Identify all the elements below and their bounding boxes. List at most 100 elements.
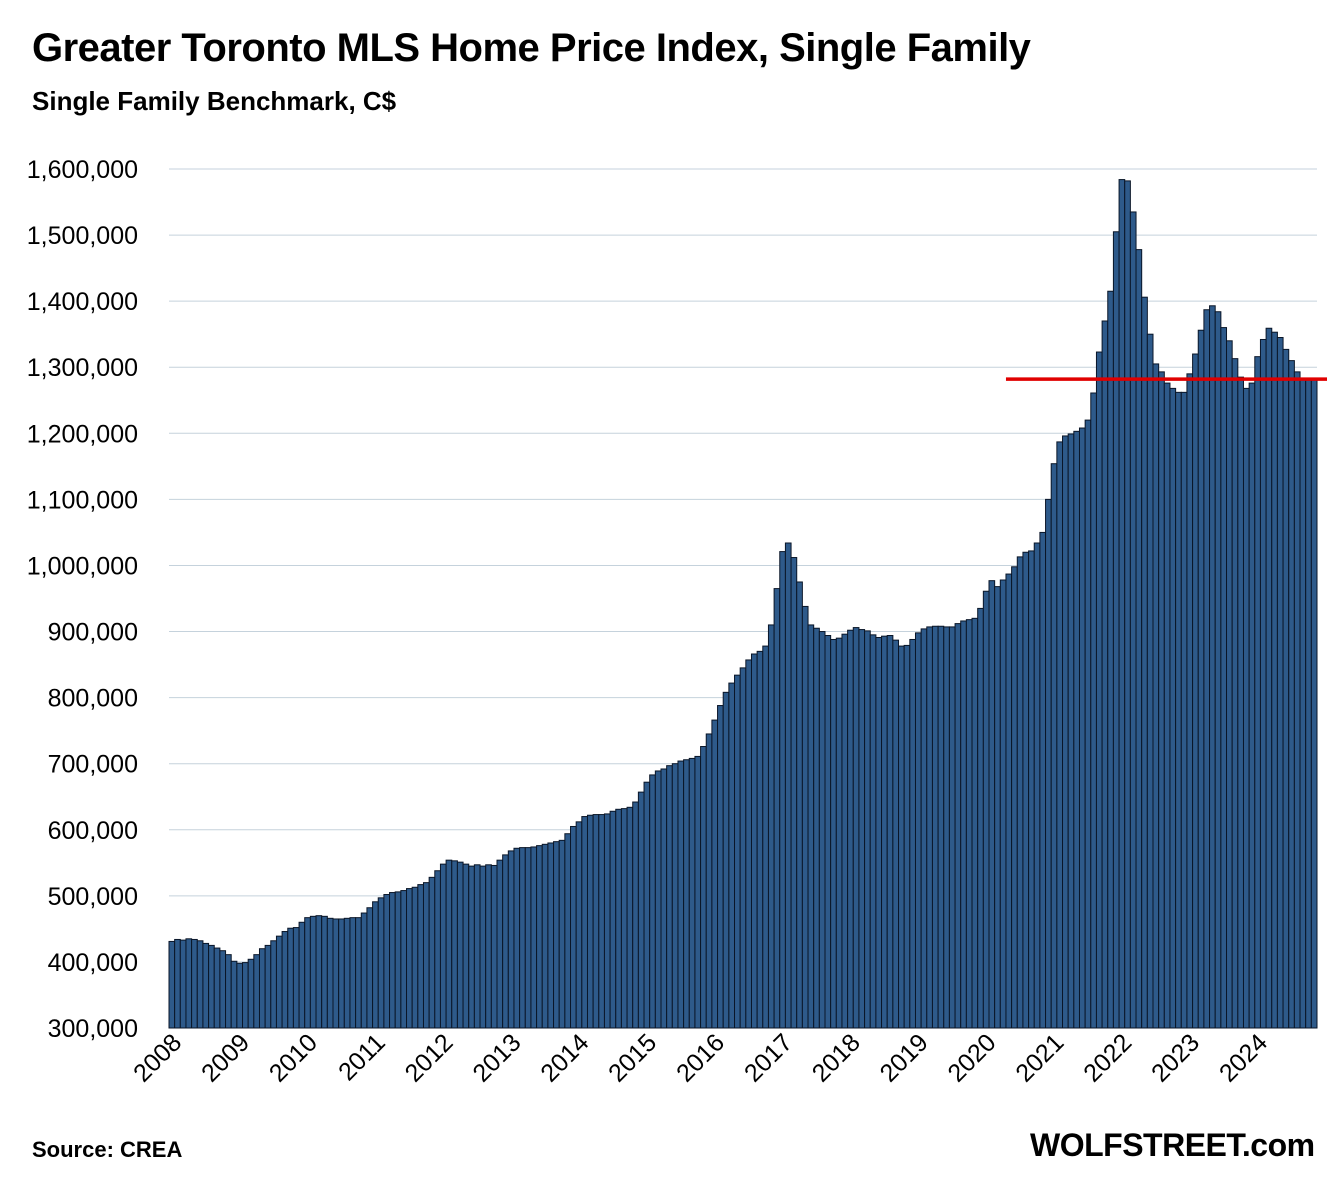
bar bbox=[507, 850, 515, 1029]
bar bbox=[677, 760, 685, 1029]
bar bbox=[292, 927, 300, 1029]
bar bbox=[179, 939, 187, 1029]
bar bbox=[225, 954, 232, 1029]
bar bbox=[570, 825, 577, 1029]
bar bbox=[688, 757, 696, 1029]
bar bbox=[1169, 387, 1177, 1029]
chart-subtitle: Single Family Benchmark, C$ bbox=[32, 86, 397, 116]
bar bbox=[417, 884, 424, 1029]
bars bbox=[168, 179, 1318, 1029]
bar bbox=[762, 645, 769, 1029]
bar bbox=[1197, 329, 1205, 1029]
x-tick-label: 2021 bbox=[1010, 1028, 1069, 1087]
bar bbox=[372, 901, 379, 1029]
y-tick-label: 1,500,000 bbox=[27, 222, 138, 250]
bar bbox=[1192, 353, 1199, 1029]
bar bbox=[1067, 433, 1075, 1029]
bar bbox=[536, 845, 543, 1029]
bar bbox=[813, 627, 820, 1029]
bar bbox=[858, 629, 866, 1029]
bar bbox=[360, 912, 368, 1029]
bar bbox=[1022, 551, 1030, 1029]
bar bbox=[926, 626, 933, 1029]
bar bbox=[473, 864, 481, 1029]
bar bbox=[1175, 391, 1182, 1029]
bar bbox=[315, 915, 323, 1029]
bar bbox=[383, 894, 391, 1029]
bar bbox=[1282, 348, 1290, 1029]
bar bbox=[1248, 382, 1256, 1029]
bar bbox=[1203, 309, 1211, 1029]
bar bbox=[400, 890, 408, 1029]
bar bbox=[196, 940, 204, 1029]
bar bbox=[881, 635, 888, 1029]
y-tick-label: 1,200,000 bbox=[27, 420, 138, 448]
bar bbox=[954, 623, 962, 1029]
bar bbox=[694, 755, 702, 1029]
bar bbox=[1158, 371, 1165, 1029]
bar bbox=[253, 954, 260, 1029]
bar bbox=[202, 942, 210, 1029]
bar bbox=[1242, 387, 1250, 1029]
bar bbox=[553, 841, 560, 1029]
bar bbox=[683, 759, 690, 1029]
x-tick-label: 2016 bbox=[671, 1028, 730, 1087]
bar bbox=[332, 918, 340, 1029]
bar bbox=[603, 813, 611, 1029]
bar bbox=[191, 938, 198, 1029]
x-tick-label: 2019 bbox=[875, 1028, 934, 1087]
bar bbox=[524, 847, 532, 1029]
y-tick-label: 1,300,000 bbox=[27, 354, 138, 382]
bar bbox=[1271, 331, 1278, 1029]
bar bbox=[592, 814, 600, 1029]
bar bbox=[502, 854, 509, 1029]
bar bbox=[999, 579, 1007, 1029]
bar bbox=[490, 864, 498, 1029]
bar bbox=[632, 801, 639, 1029]
x-tick-label: 2015 bbox=[603, 1028, 662, 1087]
bar bbox=[1056, 441, 1064, 1029]
bar bbox=[564, 833, 572, 1029]
bar bbox=[1124, 180, 1131, 1029]
bar bbox=[547, 842, 555, 1029]
bar bbox=[174, 938, 181, 1029]
bar bbox=[852, 627, 860, 1029]
bar bbox=[977, 607, 984, 1029]
bar bbox=[790, 557, 798, 1029]
bar bbox=[575, 821, 583, 1029]
bar bbox=[1310, 377, 1318, 1029]
bar bbox=[649, 774, 656, 1029]
x-tick-label: 2014 bbox=[535, 1028, 594, 1087]
x-tick-label: 2012 bbox=[400, 1028, 459, 1087]
bar bbox=[1214, 311, 1222, 1029]
bar bbox=[242, 962, 249, 1029]
bar bbox=[264, 944, 272, 1029]
bar bbox=[1254, 356, 1261, 1029]
bar bbox=[462, 863, 470, 1029]
bar bbox=[598, 814, 605, 1029]
bar bbox=[456, 861, 464, 1029]
bar bbox=[1305, 379, 1312, 1029]
bar bbox=[943, 626, 950, 1029]
bar bbox=[434, 870, 441, 1029]
bar bbox=[1180, 391, 1188, 1029]
bar bbox=[1090, 392, 1097, 1029]
bar bbox=[468, 865, 475, 1029]
bar bbox=[1209, 305, 1216, 1029]
bar bbox=[185, 938, 193, 1029]
bar bbox=[275, 935, 283, 1029]
bar bbox=[428, 876, 436, 1029]
bar bbox=[1152, 363, 1160, 1029]
bar bbox=[875, 636, 883, 1029]
bar bbox=[807, 624, 815, 1029]
bar bbox=[824, 635, 832, 1029]
bar bbox=[700, 746, 707, 1029]
bar bbox=[1259, 338, 1267, 1029]
bar bbox=[756, 650, 764, 1029]
bar bbox=[355, 917, 362, 1029]
bar bbox=[660, 768, 668, 1029]
bar bbox=[168, 940, 176, 1029]
bar bbox=[1288, 360, 1295, 1029]
bar bbox=[258, 948, 266, 1029]
bar bbox=[1062, 435, 1069, 1029]
